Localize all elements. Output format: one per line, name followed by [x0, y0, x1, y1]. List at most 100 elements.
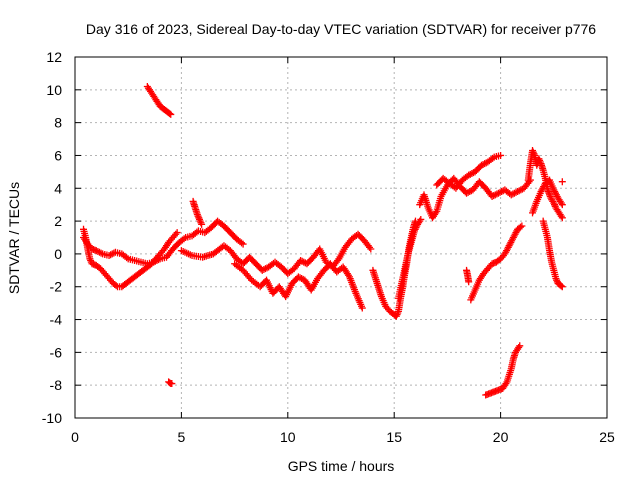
data-point: [87, 256, 95, 264]
data-point: [105, 252, 113, 260]
data-point: [490, 192, 498, 200]
data-point: [155, 256, 163, 264]
data-point: [510, 189, 518, 197]
data-point: [172, 230, 180, 238]
series-mid-drops: [231, 260, 366, 312]
x-tick-label: 0: [71, 429, 79, 445]
series-late-step: [463, 266, 473, 286]
tick-labels: 0 5 10 15 20 25 -10 -8 -6 -4 -2 0 2 4 6 8 10 12: [42, 49, 615, 445]
data-point: [168, 380, 176, 388]
data-point: [465, 278, 473, 286]
y-tick-label: 10: [46, 82, 62, 98]
data-point: [334, 256, 342, 264]
series-late-fall: [539, 217, 566, 291]
data-point: [558, 178, 566, 186]
data-point: [92, 247, 100, 255]
data-point: [515, 187, 523, 195]
data-point: [558, 283, 566, 291]
x-axis-label: GPS time / hours: [288, 458, 395, 474]
data-point: [392, 312, 400, 320]
data-point: [558, 214, 566, 222]
data-point: [166, 110, 174, 118]
data-point: [553, 276, 561, 284]
y-tick-label: -2: [50, 279, 63, 295]
data-point: [195, 215, 203, 223]
y-axis-label: SDTVAR / TECUs: [6, 182, 22, 294]
data-point: [557, 199, 565, 207]
data-point: [150, 258, 158, 266]
series-mid-day: [177, 230, 375, 278]
data-point: [195, 214, 203, 222]
data-point: [416, 217, 424, 225]
data-point: [410, 227, 418, 235]
series-outlier-right: [558, 178, 566, 186]
data-point: [477, 161, 485, 169]
data-point: [107, 251, 115, 259]
chart-title: Day 316 of 2023, Sidereal Day-to-day VTE…: [86, 21, 596, 37]
data-point: [180, 235, 188, 243]
data-point: [546, 192, 554, 200]
data-point: [479, 160, 487, 168]
data-point: [261, 265, 269, 273]
y-tick-label: 8: [54, 115, 62, 131]
data-point: [411, 225, 419, 233]
data-point: [151, 257, 159, 265]
data-point: [517, 186, 525, 194]
series-late-branch: [529, 176, 566, 217]
data-point: [463, 189, 471, 197]
plot-frame: [74, 56, 608, 419]
data-point: [530, 150, 538, 158]
data-point: [197, 219, 205, 227]
series-dip-right: [394, 215, 425, 302]
data-point: [198, 220, 206, 228]
data-point: [464, 188, 472, 196]
data-point: [536, 156, 544, 164]
data-point: [502, 380, 510, 388]
data-point: [465, 171, 473, 179]
data-point: [552, 275, 560, 283]
data-point: [294, 273, 302, 281]
data-point: [367, 245, 375, 253]
axis-ticks: [74, 56, 608, 419]
data-point: [298, 275, 306, 283]
data-point: [239, 240, 247, 248]
data-point: [95, 248, 103, 256]
data-point: [536, 158, 544, 166]
y-tick-label: 6: [54, 147, 62, 163]
data-point: [112, 282, 120, 290]
data-point: [193, 211, 201, 219]
data-point: [153, 256, 161, 264]
series-spike: [189, 197, 206, 228]
data-points: [80, 83, 566, 399]
data-point: [515, 343, 523, 351]
data-point: [529, 147, 537, 155]
data-point: [238, 239, 246, 247]
data-point: [558, 201, 566, 209]
data-point: [488, 192, 496, 200]
data-point: [258, 266, 266, 274]
data-point: [557, 212, 565, 220]
y-tick-label: 0: [54, 246, 62, 262]
data-point: [358, 304, 366, 312]
data-point: [412, 224, 420, 232]
data-point: [516, 342, 524, 350]
data-point: [529, 148, 537, 156]
series-rise-upper: [433, 151, 505, 192]
data-point: [297, 256, 305, 264]
data-point: [432, 209, 440, 217]
y-tick-label: 2: [54, 213, 62, 229]
data-point: [557, 282, 565, 290]
x-tick-label: 25: [599, 429, 615, 445]
data-point: [496, 188, 504, 196]
y-tick-label: -8: [50, 377, 63, 393]
y-tick-label: 12: [46, 49, 62, 65]
data-point: [514, 188, 522, 196]
data-point: [123, 254, 131, 262]
data-point: [260, 265, 268, 273]
data-point: [481, 160, 489, 168]
series-upper-streak: [143, 83, 175, 118]
data-point: [298, 257, 306, 265]
data-point: [108, 250, 116, 258]
